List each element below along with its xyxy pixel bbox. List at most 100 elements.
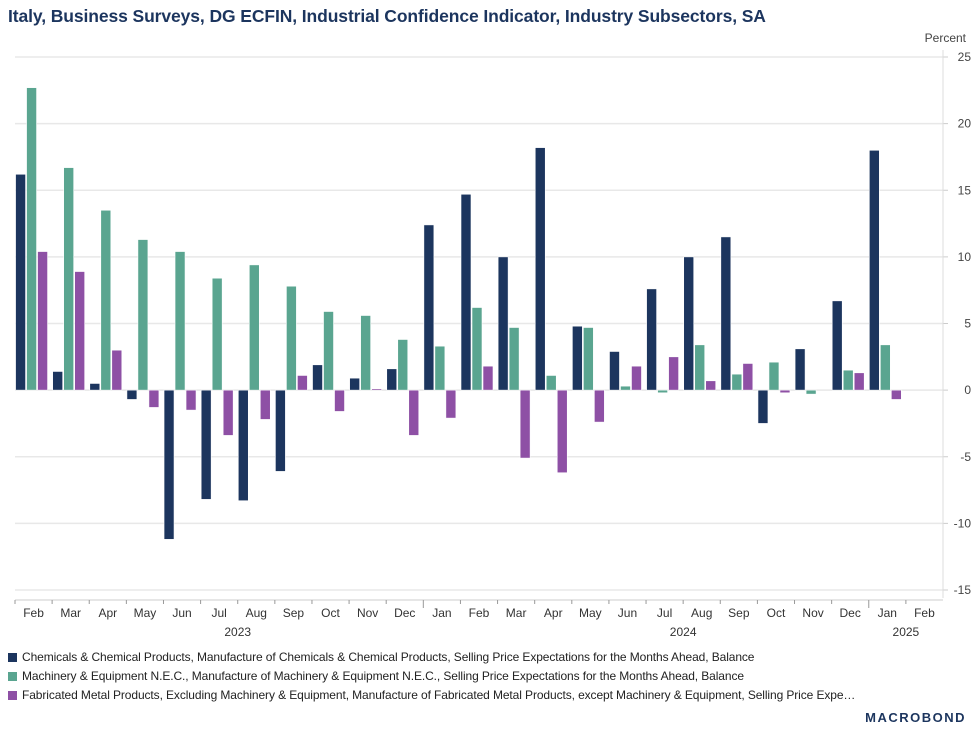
bar — [594, 389, 605, 423]
bar — [89, 383, 101, 391]
bar — [26, 87, 37, 391]
legend-swatch — [8, 672, 17, 681]
bar — [100, 209, 112, 391]
bar — [211, 277, 223, 391]
x-tick-label: Sep — [283, 606, 305, 620]
bar — [63, 167, 74, 391]
bar — [297, 375, 308, 391]
bar — [248, 264, 260, 391]
chart-plot: 25 20 15 10 5 0 -5 -10 -15 Percent Feb Mar Apr May Jun… — [14, 31, 972, 639]
bar — [74, 271, 85, 391]
bar — [891, 389, 902, 400]
bar — [163, 389, 175, 540]
bar — [831, 300, 843, 391]
x-tick-label: Feb — [914, 606, 935, 620]
x-tick-label: Feb — [23, 606, 44, 620]
legend-label: Chemicals & Chemical Products, Manufactu… — [22, 650, 755, 664]
bar — [497, 256, 509, 391]
bar — [631, 365, 642, 391]
x-year-label: 2023 — [224, 625, 251, 639]
bar — [842, 369, 854, 391]
legend-item-chemicals: Chemicals & Chemical Products, Manufactu… — [8, 648, 973, 667]
chart-title: Italy, Business Surveys, DG ECFIN, Indus… — [8, 6, 766, 26]
y-tick-label: 0 — [964, 383, 971, 397]
x-tick-label: Aug — [246, 606, 267, 620]
legend-item-fabricated-metal: Fabricated Metal Products, Excluding Mac… — [8, 686, 973, 705]
x-tick-label: Mar — [60, 606, 81, 620]
legend-label: Fabricated Metal Products, Excluding Mac… — [22, 688, 856, 702]
bar — [508, 327, 520, 391]
bar — [360, 315, 371, 391]
bar — [620, 385, 631, 391]
bar — [286, 285, 297, 391]
legend-label: Machinery & Equipment N.E.C., Manufactur… — [22, 669, 744, 683]
x-tick-label: Jul — [657, 606, 672, 620]
bar — [460, 193, 472, 391]
bar — [471, 307, 483, 391]
bar — [200, 389, 212, 500]
bar — [334, 389, 345, 412]
bar — [545, 375, 557, 391]
x-tick-label: Oct — [321, 606, 340, 620]
bar — [757, 389, 769, 424]
bar — [694, 344, 706, 391]
legend: Chemicals & Chemical Products, Manufactu… — [8, 648, 973, 705]
bar — [768, 361, 780, 391]
y-tick-label: 20 — [958, 117, 972, 131]
bar — [731, 373, 743, 391]
x-year-label: 2024 — [670, 625, 697, 639]
y-tick-label: 15 — [958, 183, 972, 197]
y-tick-label: -10 — [954, 516, 972, 530]
x-tick-label: May — [134, 606, 157, 620]
bar — [853, 372, 865, 391]
x-tick-label: Mar — [506, 606, 527, 620]
bar — [148, 389, 160, 408]
x-tick-label: Jan — [878, 606, 897, 620]
bar — [434, 345, 446, 391]
y-axis-unit: Percent — [925, 31, 967, 45]
x-tick-label: Apr — [98, 606, 117, 620]
x-tick-label: Aug — [691, 606, 712, 620]
bar — [668, 356, 679, 391]
bar — [349, 377, 360, 391]
x-tick-label: Jun — [172, 606, 191, 620]
bar — [657, 389, 668, 394]
bar — [880, 344, 891, 391]
bar — [572, 325, 583, 391]
bar — [237, 389, 249, 502]
legend-item-machinery: Machinery & Equipment N.E.C., Manufactur… — [8, 667, 973, 686]
bar — [742, 363, 754, 391]
bar — [805, 389, 817, 395]
bar — [386, 368, 398, 391]
bar — [646, 288, 657, 391]
bar — [126, 389, 138, 400]
y-tick-label: -5 — [960, 450, 971, 464]
bar — [609, 351, 620, 391]
bar — [556, 389, 568, 474]
bar — [534, 147, 546, 391]
y-tick-label: -15 — [954, 583, 972, 597]
x-tick-label: Jul — [211, 606, 226, 620]
bar — [323, 311, 334, 391]
x-tick-label: Dec — [394, 606, 415, 620]
x-tick-label: Jun — [618, 606, 637, 620]
x-tick-label: Nov — [357, 606, 378, 620]
bar — [259, 389, 271, 420]
x-tick-label: Oct — [767, 606, 786, 620]
bar — [519, 389, 531, 459]
x-tick-label: Dec — [840, 606, 861, 620]
bar — [222, 389, 234, 436]
bar — [371, 388, 382, 391]
bar — [482, 365, 494, 391]
legend-swatch — [8, 653, 17, 662]
bar — [683, 256, 695, 391]
y-tick-label: 10 — [958, 250, 972, 264]
bar — [275, 389, 286, 472]
x-year-label: 2025 — [893, 625, 920, 639]
bar — [37, 251, 48, 391]
x-tick-label: Jan — [432, 606, 451, 620]
bar — [174, 251, 186, 391]
y-tick-label: 5 — [964, 317, 971, 331]
y-tick-label: 25 — [958, 50, 972, 64]
x-tick-label: May — [579, 606, 602, 620]
